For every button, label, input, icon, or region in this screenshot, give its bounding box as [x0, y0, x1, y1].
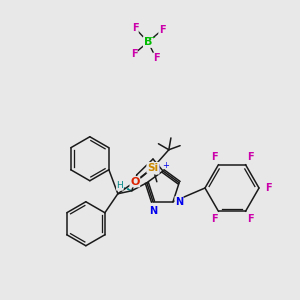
- Text: F: F: [211, 214, 217, 224]
- Text: F: F: [153, 53, 159, 63]
- Text: O: O: [130, 177, 140, 187]
- Text: N: N: [151, 164, 159, 174]
- Text: Si: Si: [147, 163, 158, 173]
- Text: F: F: [159, 25, 165, 35]
- Text: B: B: [144, 37, 152, 47]
- Text: F: F: [247, 214, 253, 224]
- Text: +: +: [163, 161, 170, 170]
- Text: F: F: [211, 152, 217, 162]
- Text: F: F: [131, 49, 137, 59]
- Text: −: −: [148, 34, 155, 43]
- Text: ··: ··: [126, 186, 130, 192]
- Text: F: F: [247, 152, 253, 162]
- Text: F: F: [132, 23, 138, 33]
- Text: N: N: [149, 206, 157, 216]
- Text: H: H: [116, 181, 123, 190]
- Text: F: F: [265, 183, 271, 193]
- Text: N: N: [175, 197, 183, 207]
